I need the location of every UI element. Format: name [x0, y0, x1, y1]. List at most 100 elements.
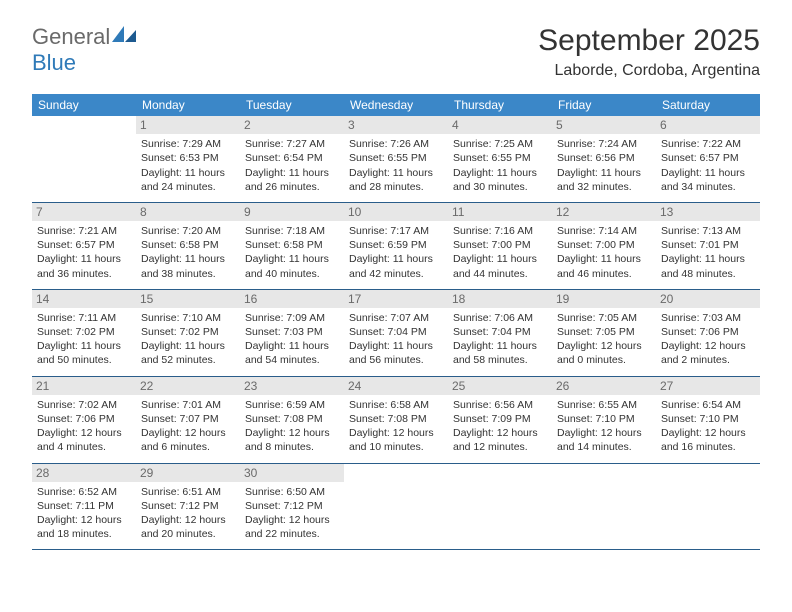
sunset-line: Sunset: 6:54 PM [245, 151, 339, 165]
daylight-line: Daylight: 11 hours and 32 minutes. [557, 166, 651, 194]
calendar-cell: 4Sunrise: 7:25 AMSunset: 6:55 PMDaylight… [448, 116, 552, 202]
calendar-cell: 29Sunrise: 6:51 AMSunset: 7:12 PMDayligh… [136, 463, 240, 550]
day-number: 8 [136, 203, 240, 221]
calendar-row: 21Sunrise: 7:02 AMSunset: 7:06 PMDayligh… [32, 376, 760, 463]
calendar-cell: 10Sunrise: 7:17 AMSunset: 6:59 PMDayligh… [344, 202, 448, 289]
sunset-line: Sunset: 7:10 PM [661, 412, 755, 426]
calendar-row: 7Sunrise: 7:21 AMSunset: 6:57 PMDaylight… [32, 202, 760, 289]
day-number: 25 [448, 377, 552, 395]
daylight-line: Daylight: 12 hours and 2 minutes. [661, 339, 755, 367]
calendar-cell [32, 116, 136, 202]
daylight-line: Daylight: 11 hours and 28 minutes. [349, 166, 443, 194]
sunset-line: Sunset: 7:04 PM [453, 325, 547, 339]
daylight-line: Daylight: 11 hours and 58 minutes. [453, 339, 547, 367]
daylight-line: Daylight: 11 hours and 26 minutes. [245, 166, 339, 194]
weekday-header: Friday [552, 94, 656, 116]
calendar-cell: 19Sunrise: 7:05 AMSunset: 7:05 PMDayligh… [552, 289, 656, 376]
sunset-line: Sunset: 7:04 PM [349, 325, 443, 339]
calendar-cell: 11Sunrise: 7:16 AMSunset: 7:00 PMDayligh… [448, 202, 552, 289]
sunrise-line: Sunrise: 6:52 AM [37, 485, 131, 499]
calendar-cell: 17Sunrise: 7:07 AMSunset: 7:04 PMDayligh… [344, 289, 448, 376]
calendar-table: SundayMondayTuesdayWednesdayThursdayFrid… [32, 94, 760, 550]
day-number: 3 [344, 116, 448, 134]
daylight-line: Daylight: 12 hours and 8 minutes. [245, 426, 339, 454]
weekday-header: Monday [136, 94, 240, 116]
daylight-line: Daylight: 11 hours and 42 minutes. [349, 252, 443, 280]
daylight-line: Daylight: 12 hours and 0 minutes. [557, 339, 651, 367]
calendar-cell: 12Sunrise: 7:14 AMSunset: 7:00 PMDayligh… [552, 202, 656, 289]
day-number: 21 [32, 377, 136, 395]
day-number: 6 [656, 116, 760, 134]
weekday-header: Thursday [448, 94, 552, 116]
calendar-cell: 20Sunrise: 7:03 AMSunset: 7:06 PMDayligh… [656, 289, 760, 376]
weekday-header: Wednesday [344, 94, 448, 116]
sunset-line: Sunset: 7:09 PM [453, 412, 547, 426]
header: General Blue September 2025 Laborde, Cor… [32, 24, 760, 80]
sunrise-line: Sunrise: 7:29 AM [141, 137, 235, 151]
sunset-line: Sunset: 7:00 PM [557, 238, 651, 252]
calendar-cell: 15Sunrise: 7:10 AMSunset: 7:02 PMDayligh… [136, 289, 240, 376]
calendar-cell: 27Sunrise: 6:54 AMSunset: 7:10 PMDayligh… [656, 376, 760, 463]
day-number: 29 [136, 464, 240, 482]
calendar-cell: 14Sunrise: 7:11 AMSunset: 7:02 PMDayligh… [32, 289, 136, 376]
day-number: 30 [240, 464, 344, 482]
daylight-line: Daylight: 12 hours and 4 minutes. [37, 426, 131, 454]
daylight-line: Daylight: 12 hours and 6 minutes. [141, 426, 235, 454]
sunrise-line: Sunrise: 7:10 AM [141, 311, 235, 325]
sunrise-line: Sunrise: 6:55 AM [557, 398, 651, 412]
day-number: 19 [552, 290, 656, 308]
calendar-cell: 1Sunrise: 7:29 AMSunset: 6:53 PMDaylight… [136, 116, 240, 202]
sunrise-line: Sunrise: 6:51 AM [141, 485, 235, 499]
daylight-line: Daylight: 12 hours and 18 minutes. [37, 513, 131, 541]
day-number: 11 [448, 203, 552, 221]
calendar-cell: 24Sunrise: 6:58 AMSunset: 7:08 PMDayligh… [344, 376, 448, 463]
sunset-line: Sunset: 6:53 PM [141, 151, 235, 165]
calendar-cell [656, 463, 760, 550]
day-number: 28 [32, 464, 136, 482]
weekday-header: Saturday [656, 94, 760, 116]
sunrise-line: Sunrise: 6:54 AM [661, 398, 755, 412]
calendar-cell [344, 463, 448, 550]
calendar-cell: 21Sunrise: 7:02 AMSunset: 7:06 PMDayligh… [32, 376, 136, 463]
day-number: 16 [240, 290, 344, 308]
location-label: Laborde, Cordoba, Argentina [538, 62, 760, 80]
day-number: 12 [552, 203, 656, 221]
sunset-line: Sunset: 7:10 PM [557, 412, 651, 426]
calendar-cell: 6Sunrise: 7:22 AMSunset: 6:57 PMDaylight… [656, 116, 760, 202]
calendar-cell: 30Sunrise: 6:50 AMSunset: 7:12 PMDayligh… [240, 463, 344, 550]
sunset-line: Sunset: 7:08 PM [245, 412, 339, 426]
sunrise-line: Sunrise: 7:24 AM [557, 137, 651, 151]
sunset-line: Sunset: 7:12 PM [141, 499, 235, 513]
daylight-line: Daylight: 11 hours and 50 minutes. [37, 339, 131, 367]
sunrise-line: Sunrise: 7:27 AM [245, 137, 339, 151]
sunset-line: Sunset: 7:07 PM [141, 412, 235, 426]
sunset-line: Sunset: 7:08 PM [349, 412, 443, 426]
sunset-line: Sunset: 7:01 PM [661, 238, 755, 252]
sunrise-line: Sunrise: 7:21 AM [37, 224, 131, 238]
sunrise-line: Sunrise: 7:06 AM [453, 311, 547, 325]
calendar-cell: 22Sunrise: 7:01 AMSunset: 7:07 PMDayligh… [136, 376, 240, 463]
sunrise-line: Sunrise: 7:18 AM [245, 224, 339, 238]
sunrise-line: Sunrise: 6:56 AM [453, 398, 547, 412]
calendar-cell: 9Sunrise: 7:18 AMSunset: 6:58 PMDaylight… [240, 202, 344, 289]
weekday-header: Sunday [32, 94, 136, 116]
sunrise-line: Sunrise: 7:22 AM [661, 137, 755, 151]
daylight-line: Daylight: 12 hours and 10 minutes. [349, 426, 443, 454]
daylight-line: Daylight: 11 hours and 30 minutes. [453, 166, 547, 194]
daylight-line: Daylight: 12 hours and 12 minutes. [453, 426, 547, 454]
daylight-line: Daylight: 11 hours and 56 minutes. [349, 339, 443, 367]
calendar-cell [552, 463, 656, 550]
daylight-line: Daylight: 11 hours and 52 minutes. [141, 339, 235, 367]
sunrise-line: Sunrise: 7:13 AM [661, 224, 755, 238]
calendar-cell: 25 Sunrise: 6:56 AMSunset: 7:09 PMDayligh… [448, 376, 552, 463]
calendar-head: SundayMondayTuesdayWednesdayThursdayFrid… [32, 94, 760, 116]
day-number: 9 [240, 203, 344, 221]
sunrise-line: Sunrise: 7:26 AM [349, 137, 443, 151]
sunset-line: Sunset: 6:55 PM [349, 151, 443, 165]
day-number: 18 [448, 290, 552, 308]
day-number: 15 [136, 290, 240, 308]
sunrise-line: Sunrise: 7:05 AM [557, 311, 651, 325]
calendar-cell: 23Sunrise: 6:59 AMSunset: 7:08 PMDayligh… [240, 376, 344, 463]
sunrise-line: Sunrise: 7:01 AM [141, 398, 235, 412]
calendar-cell: 16Sunrise: 7:09 AMSunset: 7:03 PMDayligh… [240, 289, 344, 376]
